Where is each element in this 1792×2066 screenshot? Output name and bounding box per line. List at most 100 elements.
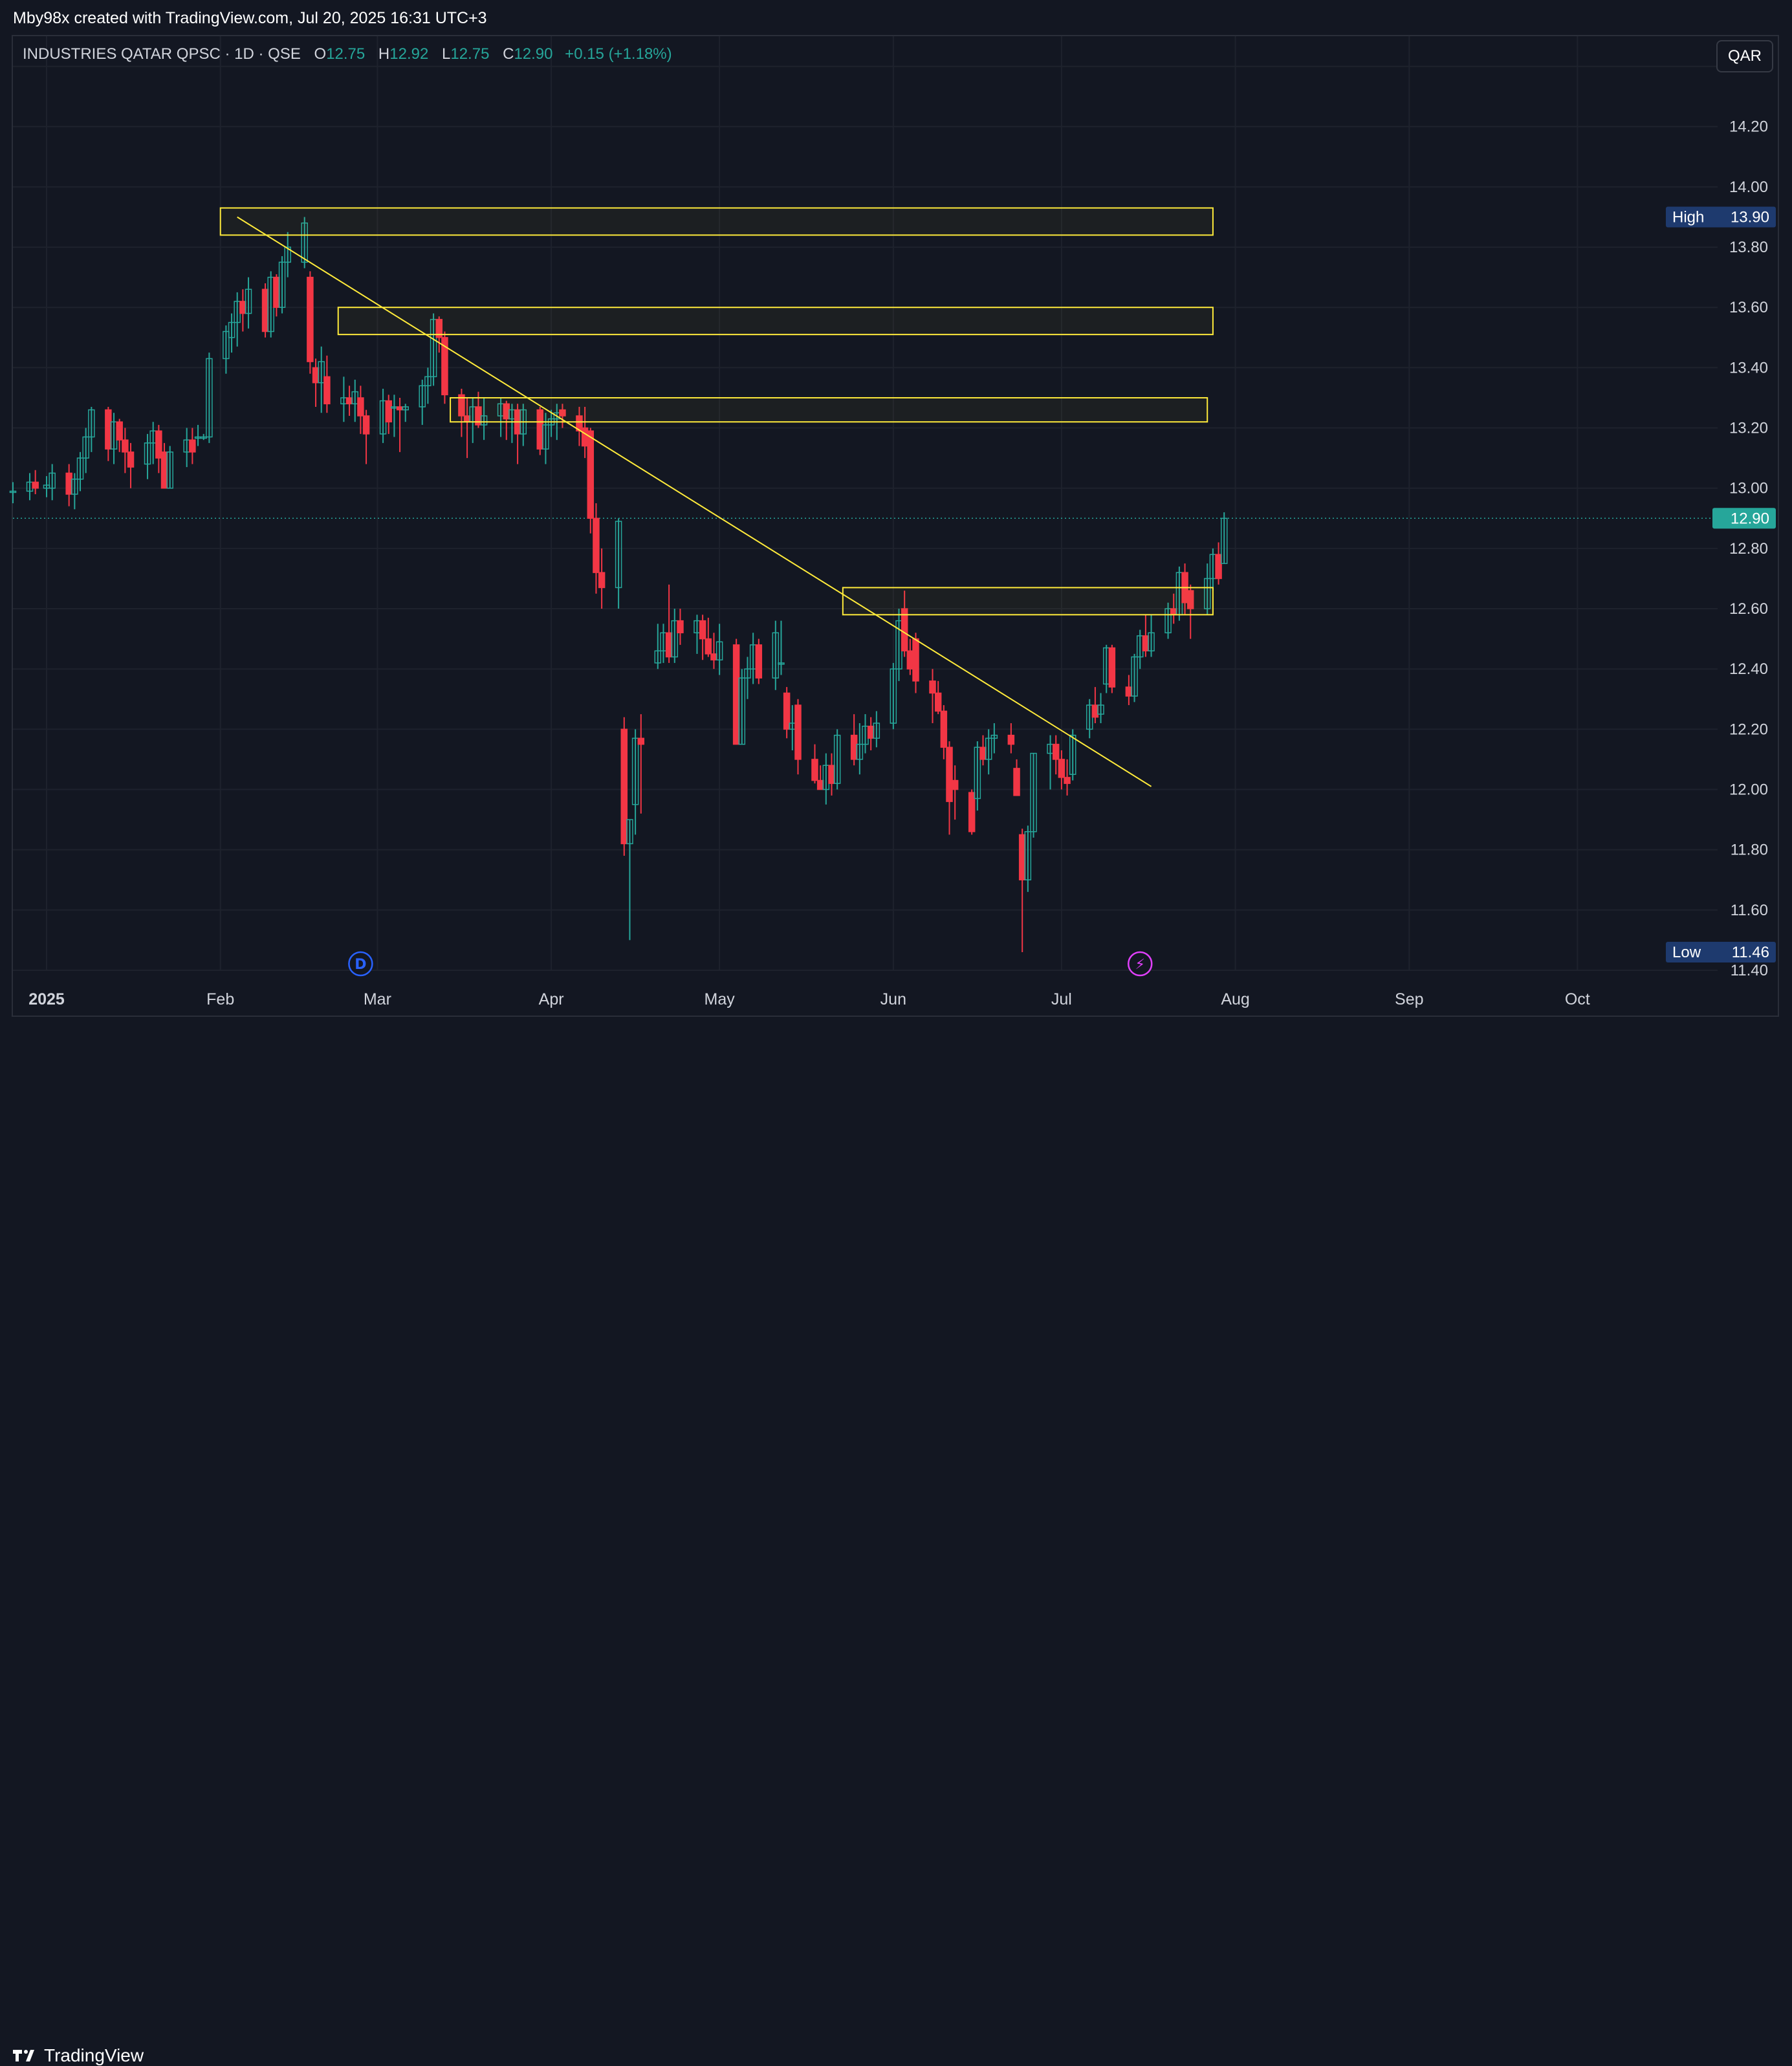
candle[interactable] [783, 687, 791, 739]
candle[interactable] [122, 428, 129, 473]
candle[interactable] [144, 433, 151, 479]
candle[interactable] [362, 409, 370, 464]
candle[interactable] [794, 699, 802, 775]
symbol-name[interactable]: INDUSTRIES QATAR QPSC · 1D · QSE [23, 45, 301, 63]
candle[interactable] [755, 638, 763, 684]
candle[interactable] [1148, 614, 1155, 657]
candle[interactable] [1142, 614, 1150, 657]
candle[interactable] [1086, 699, 1093, 739]
candle[interactable] [1047, 735, 1054, 790]
candle[interactable] [1097, 693, 1104, 724]
candle[interactable] [671, 609, 679, 663]
candle[interactable] [261, 283, 269, 338]
candle[interactable] [43, 476, 50, 497]
candle[interactable] [738, 669, 746, 745]
candle[interactable] [940, 705, 948, 759]
candle[interactable] [9, 482, 17, 503]
candle[interactable] [116, 419, 123, 452]
candle[interactable] [345, 386, 353, 416]
candle[interactable] [273, 274, 280, 317]
candle[interactable] [744, 657, 751, 699]
candle[interactable] [441, 331, 448, 404]
candle[interactable] [166, 446, 173, 489]
candle[interactable] [284, 232, 291, 277]
candle[interactable] [974, 741, 981, 811]
candle[interactable] [850, 714, 858, 766]
candle[interactable] [480, 397, 488, 440]
candle[interactable] [430, 313, 437, 386]
candle[interactable] [228, 313, 235, 353]
candle[interactable] [206, 353, 213, 443]
candle[interactable] [626, 819, 633, 941]
candle[interactable] [979, 735, 987, 766]
candle[interactable] [833, 729, 841, 790]
candle[interactable] [1186, 584, 1194, 639]
candle[interactable] [811, 744, 818, 784]
lightning-icon[interactable]: ⚡ [1127, 951, 1153, 977]
candle[interactable] [189, 428, 196, 464]
candle[interactable] [419, 380, 426, 425]
candle[interactable] [245, 277, 252, 329]
candle[interactable] [1018, 829, 1026, 953]
drawings[interactable] [219, 207, 1214, 787]
candle[interactable] [951, 765, 959, 820]
candle[interactable] [318, 346, 325, 413]
candle[interactable] [88, 406, 95, 452]
candle[interactable] [234, 292, 241, 347]
candle[interactable] [1013, 759, 1020, 796]
candle[interactable] [620, 717, 628, 856]
candle[interactable] [901, 591, 908, 657]
candle[interactable] [990, 723, 998, 754]
candle[interactable] [867, 717, 875, 750]
candle[interactable] [127, 442, 135, 488]
candle[interactable] [1091, 687, 1099, 724]
candle[interactable] [458, 388, 465, 437]
candle[interactable] [705, 618, 712, 657]
candle[interactable] [1209, 548, 1217, 591]
candle[interactable] [559, 404, 566, 428]
candle[interactable] [396, 397, 404, 452]
candle[interactable] [598, 548, 606, 609]
candle[interactable] [631, 729, 639, 835]
candle[interactable] [677, 609, 684, 645]
candle[interactable] [402, 404, 409, 422]
candle[interactable] [49, 464, 56, 501]
zone-rectangle[interactable] [219, 207, 1214, 236]
candle[interactable] [732, 638, 740, 745]
candle[interactable] [615, 518, 622, 609]
candle[interactable] [772, 620, 780, 690]
candle[interactable] [239, 289, 246, 332]
candle[interactable] [862, 714, 869, 754]
candle[interactable] [654, 624, 662, 669]
zone-rectangle[interactable] [842, 587, 1214, 616]
candle[interactable] [934, 680, 942, 715]
candle[interactable] [351, 380, 358, 422]
candle[interactable] [946, 741, 953, 835]
candle[interactable] [660, 624, 667, 663]
dividend-icon[interactable]: D [348, 951, 373, 977]
candle[interactable] [1030, 752, 1037, 838]
candle[interactable] [312, 358, 320, 407]
candle[interactable] [968, 789, 976, 835]
currency-button[interactable]: QAR [1716, 40, 1773, 72]
candle[interactable] [307, 271, 314, 374]
candle[interactable] [1220, 512, 1228, 564]
candle[interactable] [323, 355, 331, 413]
candle[interactable] [32, 470, 39, 495]
candle[interactable] [912, 633, 919, 693]
candle[interactable] [267, 271, 274, 338]
candle[interactable] [856, 723, 864, 775]
candle[interactable] [1024, 825, 1032, 892]
candle[interactable] [749, 633, 757, 684]
candle[interactable] [816, 765, 824, 790]
candle[interactable] [160, 442, 168, 489]
candle[interactable] [1215, 542, 1222, 585]
candle[interactable] [593, 503, 600, 594]
candle[interactable] [1064, 759, 1071, 796]
candles[interactable] [9, 217, 1228, 953]
candle[interactable] [223, 325, 230, 374]
tradingview-brand[interactable]: TradingView [13, 2045, 144, 2066]
candle[interactable] [391, 395, 398, 437]
candle[interactable] [699, 614, 706, 660]
event-markers[interactable]: D ⚡ [348, 951, 1153, 977]
